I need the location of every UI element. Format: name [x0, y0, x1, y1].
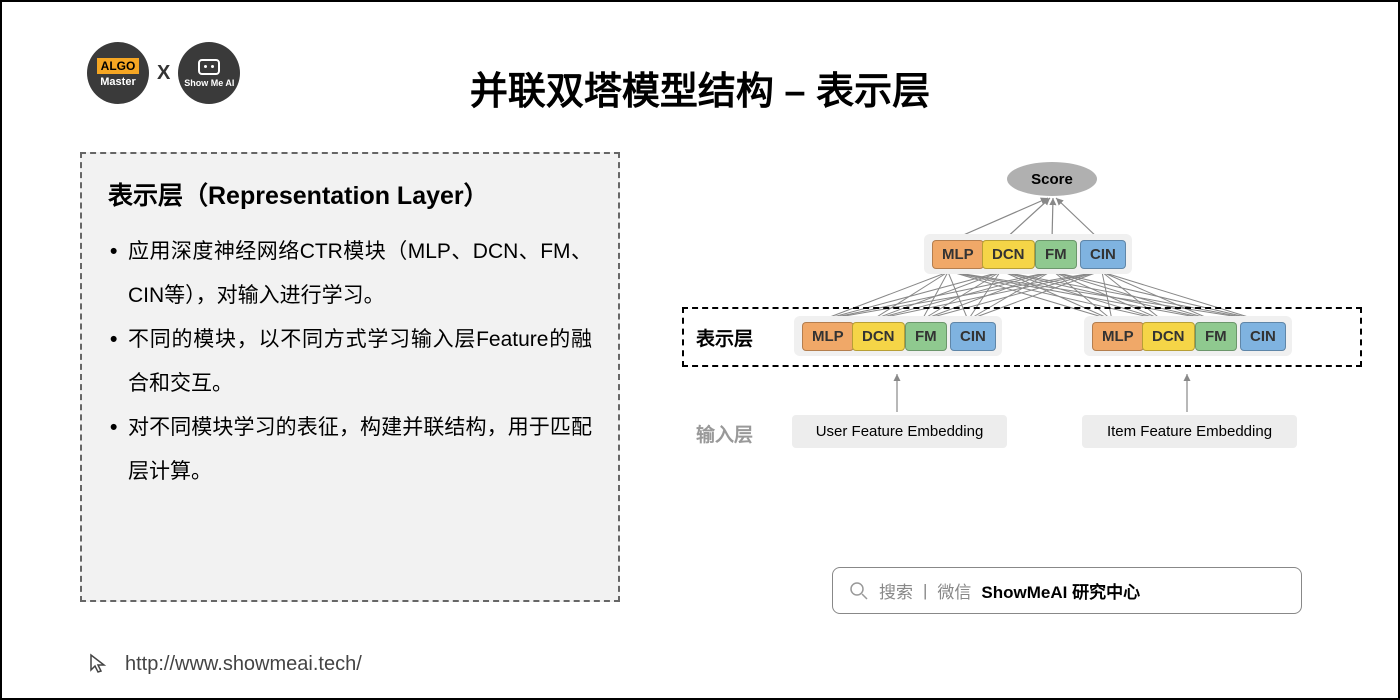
item-embedding-box: Item Feature Embedding: [1082, 415, 1297, 448]
footer: http://www.showmeai.tech/: [87, 652, 362, 676]
module-cin: CIN: [1080, 240, 1126, 269]
module-cin: CIN: [950, 322, 996, 351]
module-mlp: MLP: [932, 240, 984, 269]
module-dcn: DCN: [982, 240, 1035, 269]
content-box: 表示层（Representation Layer） 应用深度神经网络CTR模块（…: [80, 152, 620, 602]
module-mlp: MLP: [1092, 322, 1144, 351]
module-fm: FM: [1035, 240, 1077, 269]
module-fm: FM: [1195, 322, 1237, 351]
search-text-1: 搜索: [879, 578, 913, 603]
bullet-item: 不同的模块，以不同方式学习输入层Feature的融合和交互。: [108, 318, 592, 406]
input-layer-label: 输入层: [696, 420, 753, 447]
page-title: 并联双塔模型结构 – 表示层: [2, 60, 1398, 115]
score-label: Score: [1031, 171, 1073, 188]
box-heading: 表示层（Representation Layer）: [108, 176, 592, 212]
search-icon: [849, 581, 869, 601]
search-divider: |: [923, 581, 927, 601]
search-text-2: 微信: [937, 578, 971, 603]
module-fm: FM: [905, 322, 947, 351]
cursor-icon: [87, 652, 111, 676]
module-cin: CIN: [1240, 322, 1286, 351]
user-embedding-box: User Feature Embedding: [792, 415, 1007, 448]
footer-url: http://www.showmeai.tech/: [125, 653, 362, 676]
architecture-diagram: Score 表示层 输入层 User Feature Embedding Ite…: [662, 152, 1362, 482]
search-widget: 搜索 | 微信 ShowMeAI 研究中心: [832, 567, 1302, 614]
score-node: Score: [1007, 162, 1097, 196]
bullet-list: 应用深度神经网络CTR模块（MLP、DCN、FM、CIN等），对输入进行学习。 …: [108, 230, 592, 495]
bullet-item: 应用深度神经网络CTR模块（MLP、DCN、FM、CIN等），对输入进行学习。: [108, 230, 592, 318]
repr-layer-label: 表示层: [696, 324, 753, 351]
bullet-item: 对不同模块学习的表征，构建并联结构，用于匹配层计算。: [108, 406, 592, 494]
module-dcn: DCN: [852, 322, 905, 351]
search-bold-text: ShowMeAI 研究中心: [981, 578, 1140, 603]
module-mlp: MLP: [802, 322, 854, 351]
module-dcn: DCN: [1142, 322, 1195, 351]
